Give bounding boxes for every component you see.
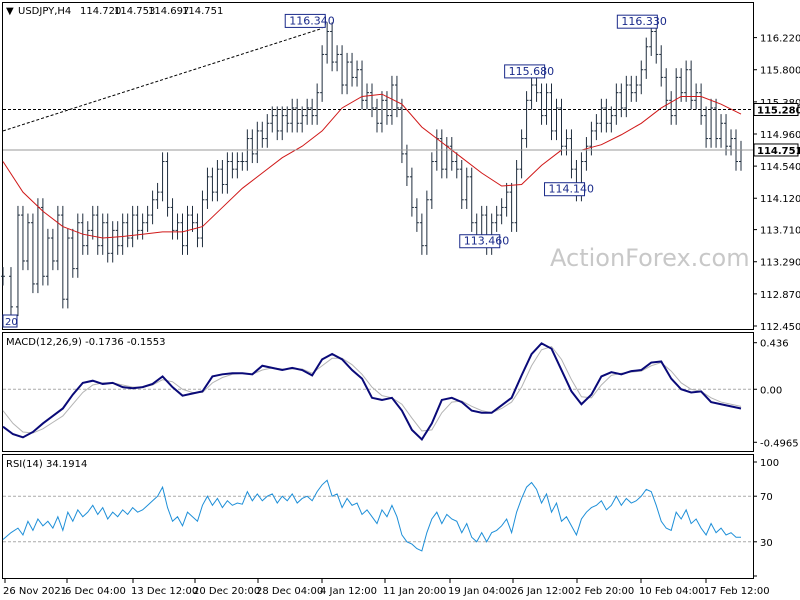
header-close: 114.751 [182,6,223,17]
x-tick-label: 6 Dec 04:00 [65,586,126,597]
x-tick-label: 13 Dec 12:00 [131,586,198,597]
x-tick-label: 2 Feb 20:00 [575,586,634,597]
price-annotation-box [504,64,546,79]
price-y-tick-label: 114.540 [760,162,800,173]
x-tick-label: 26 Nov 2021 [3,586,67,597]
x-tick-label: 17 Feb 12:00 [704,586,770,597]
corner-label-box [2,314,18,328]
header-arrow-icon: ▼ [6,6,14,17]
x-tick-label: 10 Feb 04:00 [639,586,705,597]
rsi-line [2,479,741,552]
price-annotation-label: 114.140 [549,183,595,196]
price-badge-box [753,103,799,117]
price-annotation-box [544,182,586,197]
watermark: ActionForex.com [550,244,750,272]
moving-average-line [2,93,742,239]
header-low: 114.697 [148,6,189,17]
price-y-tick-label: 112.450 [760,322,800,333]
price-annotation-label: 115.680 [509,65,555,78]
header-high: 114.753 [114,6,155,17]
price-y-tick-label: 112.870 [760,290,800,301]
macd-y-tick-label: -0.4965 [760,438,799,449]
corner-label: 20 [5,317,18,328]
price-annotation-box [616,14,658,29]
rsi-series-layer [2,479,753,552]
price-y-tick-label: 113.290 [760,258,800,269]
macd-y-tick-label: 0.00 [760,385,782,396]
price-y-tick-label: 113.710 [760,226,800,237]
x-tick-label: 28 Dec 04:00 [256,586,323,597]
price-annotation-label: 116.330 [621,15,667,28]
price-y-tick-label: 114.960 [760,130,800,141]
rsi-y-tick-label: 30 [760,538,773,549]
price-annotation-label: 116.340 [289,14,335,27]
x-tick-label: 19 Jan 04:00 [448,586,511,597]
price-y-tick-label: 114.120 [760,194,800,205]
price-annotation-box [459,234,501,249]
trendline [2,27,323,132]
header-open: 114.720 [80,6,121,17]
x-tick-label: 4 Jan 12:00 [320,586,377,597]
price-panel-frame [2,2,754,330]
price-series-layer: 116.340 116.330 115.680 114.140 113.460 20 [1,13,753,328]
header-symbol: USDJPY,H4 [18,6,71,17]
rsi-label: RSI(14) 34.1914 [6,459,87,470]
macd-y-tick-label: 0.436 [760,339,789,350]
price-annotation-label: 113.460 [464,235,510,248]
price-y-tick-label: 116.220 [760,34,800,45]
x-tick-label: 11 Jan 20:00 [383,586,446,597]
price-badge-label: 115.280 [757,106,800,117]
rsi-panel-frame [2,454,754,579]
x-tick-label: 26 Jan 12:00 [511,586,574,597]
x-tick-label: 20 Dec 20:00 [193,586,260,597]
axes-layer: 116.220115.800115.380114.960114.540114.1… [3,34,800,597]
price-annotation-box [284,13,326,28]
price-badge-label: 114.751 [757,146,800,157]
price-badge-box [753,143,799,157]
macd-label: MACD(12,26,9) -0.1736 -0.1553 [6,337,166,348]
price-y-tick-label: 115.800 [760,66,800,77]
macd-line [2,342,742,442]
rsi-y-tick-label: 70 [760,492,773,503]
macd-series-layer [2,342,753,442]
rsi-y-tick-label: 100 [760,458,779,469]
